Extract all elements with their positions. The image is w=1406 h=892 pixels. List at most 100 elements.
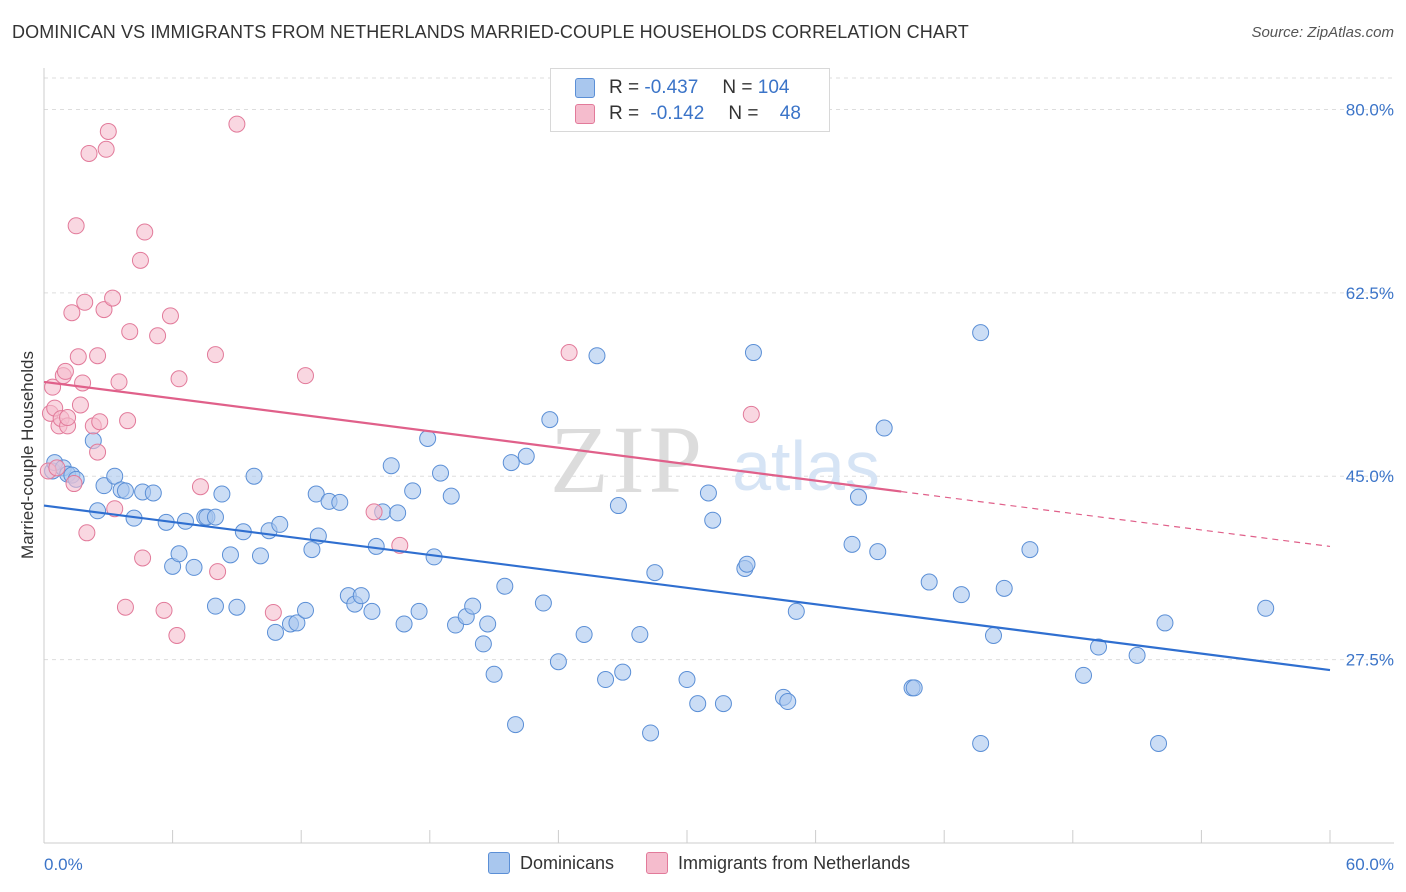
data-point: [1257, 599, 1275, 617]
legend-row-netherlands: R = -0.142 N = 48: [575, 101, 801, 127]
watermark: ZIP atlas: [550, 406, 880, 513]
legend-swatch-blue: [575, 78, 595, 98]
data-point: [296, 367, 314, 385]
data-point: [631, 625, 649, 643]
data-point: [419, 429, 437, 447]
x-tick-label-max: 60.0%: [1346, 855, 1394, 874]
data-point: [905, 679, 923, 697]
data-point: [541, 411, 559, 429]
data-point: [176, 512, 194, 530]
legend-item-dominicans: Dominicans: [488, 852, 614, 874]
legend-r-label: R =: [609, 103, 640, 124]
data-point: [144, 484, 162, 502]
data-point: [575, 625, 593, 643]
data-point: [76, 293, 94, 311]
data-point: [206, 508, 224, 526]
data-point: [206, 346, 224, 364]
data-point: [48, 459, 66, 477]
data-point: [97, 140, 115, 158]
data-point: [155, 601, 173, 619]
data-point: [502, 454, 520, 472]
data-point: [266, 623, 284, 641]
data-point: [307, 485, 325, 503]
data-point: [738, 555, 756, 573]
data-point: [849, 488, 867, 506]
data-point: [984, 627, 1002, 645]
data-point: [875, 419, 893, 437]
data-point: [588, 347, 606, 365]
data-point: [95, 301, 113, 319]
legend-r-label: R =: [609, 77, 640, 98]
data-point: [549, 653, 567, 671]
data-point: [209, 563, 227, 581]
data-point: [95, 477, 113, 495]
data-point: [65, 475, 83, 493]
data-point: [609, 497, 627, 515]
data-point: [704, 511, 722, 529]
data-point: [1075, 666, 1093, 684]
data-point: [646, 564, 664, 582]
data-point: [288, 614, 306, 632]
data-point: [59, 409, 77, 427]
data-point: [80, 144, 98, 162]
source-note: Source: ZipAtlas.com: [1251, 24, 1394, 41]
tick-labels: 80.0% 62.5% 45.0% 27.5% 0.0% 60.0%: [44, 100, 1394, 874]
data-point: [517, 447, 535, 465]
data-point: [91, 413, 109, 431]
data-point: [331, 493, 349, 511]
data-point: [170, 545, 188, 563]
y-tick-label: 27.5%: [1346, 651, 1394, 670]
data-point: [67, 217, 85, 235]
data-point: [1150, 734, 1168, 752]
data-point: [560, 344, 578, 362]
data-point: [474, 635, 492, 653]
data-point: [89, 443, 107, 461]
data-point: [534, 594, 552, 612]
data-point: [1156, 614, 1174, 632]
data-point: [89, 347, 107, 365]
data-point: [920, 573, 938, 591]
data-point: [191, 478, 209, 496]
data-point: [271, 515, 289, 533]
data-point: [972, 734, 990, 752]
axes: [43, 68, 1394, 844]
data-point: [744, 344, 762, 362]
data-point: [779, 693, 797, 711]
data-point: [389, 504, 407, 522]
legend-swatch-blue: [488, 852, 510, 874]
data-point: [869, 543, 887, 561]
data-point: [410, 602, 428, 620]
legend-label-netherlands: Immigrants from Netherlands: [678, 852, 911, 873]
data-point: [78, 524, 96, 542]
gridlines: [44, 77, 1394, 661]
watermark-zip: ZIP: [550, 406, 706, 513]
data-point: [99, 122, 117, 140]
data-point: [63, 304, 81, 322]
data-point: [382, 457, 400, 475]
data-point: [170, 370, 188, 388]
data-point: [787, 602, 805, 620]
data-point: [363, 602, 381, 620]
data-point: [185, 558, 203, 576]
data-point: [168, 627, 186, 645]
data-point: [116, 482, 134, 500]
data-point: [642, 724, 660, 742]
legend-r-value: -0.437: [644, 77, 699, 98]
data-point: [972, 324, 990, 342]
data-point: [485, 665, 503, 683]
legend-n-value: 48: [779, 103, 801, 124]
data-point: [206, 597, 224, 615]
data-point: [464, 597, 482, 615]
y-tick-label: 80.0%: [1346, 100, 1394, 119]
correlation-legend: R = -0.437 N = 104 R = -0.142 N = 48: [550, 68, 830, 132]
data-point: [365, 503, 383, 521]
legend-swatch-pink: [575, 104, 595, 124]
data-point: [264, 603, 282, 621]
data-point: [110, 373, 128, 391]
data-point: [352, 587, 370, 605]
legend-item-netherlands: Immigrants from Netherlands: [646, 852, 910, 874]
legend-swatch-pink: [646, 852, 669, 874]
trend-lines: [43, 380, 1331, 672]
trend-line-netherlands: [43, 380, 902, 493]
